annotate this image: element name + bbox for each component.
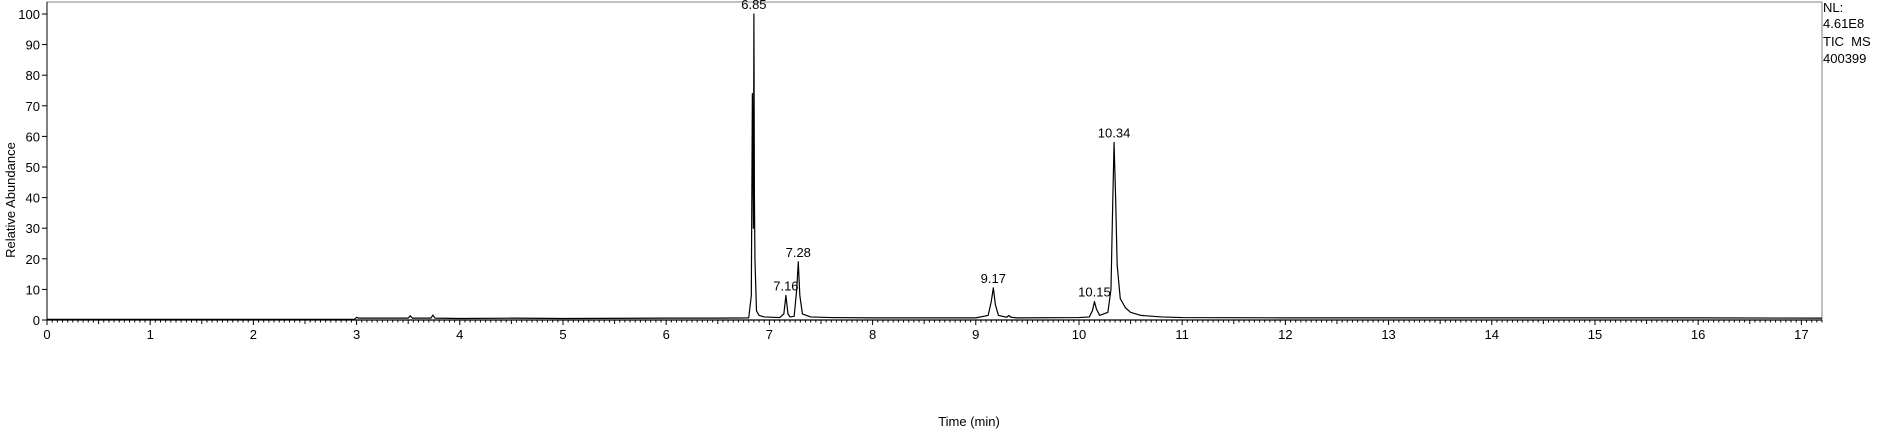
y-tick-label: 0 bbox=[33, 313, 40, 328]
y-tick-label: 70 bbox=[26, 99, 40, 114]
y-tick-label: 80 bbox=[26, 68, 40, 83]
tic-trace bbox=[47, 13, 1823, 320]
x-tick-label: 7 bbox=[766, 327, 773, 342]
y-axis-title: Relative Abundance bbox=[3, 142, 18, 258]
x-tick-label: 10 bbox=[1072, 327, 1086, 342]
y-tick-label: 60 bbox=[26, 129, 40, 144]
x-tick-label: 3 bbox=[353, 327, 360, 342]
x-tick-label: 14 bbox=[1485, 327, 1499, 342]
x-tick-label: 1 bbox=[147, 327, 154, 342]
peak-label: 6.85 bbox=[741, 0, 766, 12]
x-axis: 0 1 2 3 4 5 6 7 8 9 10 11 12 13 14 15 16 17 bbox=[43, 319, 1823, 342]
y-axis: 0 10 20 30 40 50 60 70 80 90 100 bbox=[18, 2, 48, 328]
peak-label: 7.16 bbox=[773, 279, 798, 294]
nl-value: 4.61E8 bbox=[1823, 16, 1865, 31]
peak-label: 9.17 bbox=[981, 271, 1006, 286]
x-tick-label: 8 bbox=[869, 327, 876, 342]
y-tick-label: 40 bbox=[26, 191, 40, 206]
x-tick-label: 13 bbox=[1381, 327, 1395, 342]
peak-label: 7.28 bbox=[786, 245, 811, 260]
x-tick-label: 11 bbox=[1175, 327, 1189, 342]
nl-label: NL: bbox=[1823, 0, 1844, 15]
x-tick-label: 12 bbox=[1278, 327, 1292, 342]
x-tick-label: 16 bbox=[1691, 327, 1705, 342]
plot-border bbox=[46, 1, 1823, 321]
plot-frame bbox=[46, 1, 1823, 321]
x-tick-label: 2 bbox=[250, 327, 257, 342]
y-tick-label: 30 bbox=[26, 221, 40, 236]
y-tick-label: 50 bbox=[26, 160, 40, 175]
y-tick-label: 10 bbox=[26, 282, 40, 297]
scan-type: TIC MS bbox=[1823, 34, 1871, 49]
x-tick-label: 0 bbox=[43, 327, 50, 342]
x-tick-label: 15 bbox=[1588, 327, 1602, 342]
x-tick-label: 9 bbox=[972, 327, 979, 342]
x-tick-label: 4 bbox=[456, 327, 463, 342]
x-axis-title: Time (min) bbox=[938, 414, 1000, 429]
peak-labels: 6.85 7.16 7.28 9.17 10.15 10.34 bbox=[741, 0, 1130, 300]
y-tick-label: 90 bbox=[26, 38, 40, 53]
x-tick-label: 6 bbox=[663, 327, 670, 342]
sample-id: 400399 bbox=[1823, 51, 1867, 66]
y-tick-label: 20 bbox=[26, 252, 40, 267]
peak-label: 10.34 bbox=[1098, 126, 1131, 141]
trace-layer bbox=[47, 13, 1823, 320]
peak-label: 10.15 bbox=[1078, 285, 1111, 300]
x-tick-label: 5 bbox=[559, 327, 566, 342]
y-tick-label: 100 bbox=[18, 7, 40, 22]
x-tick-label: 17 bbox=[1794, 327, 1808, 342]
